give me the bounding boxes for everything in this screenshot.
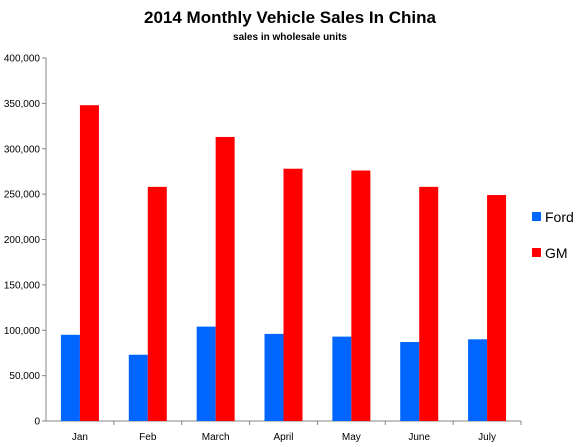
y-tick-label: 150,000	[4, 280, 41, 291]
x-tick-label: July	[478, 432, 496, 443]
chart-title: 2014 Monthly Vehicle Sales In China	[144, 8, 436, 27]
legend-swatch	[532, 248, 541, 257]
x-tick-label: May	[342, 432, 361, 443]
y-tick-label: 400,000	[4, 54, 41, 65]
bar-gm	[351, 170, 371, 421]
bar-gm	[419, 186, 439, 421]
bar-gm	[79, 105, 99, 421]
y-tick-label: 100,000	[4, 326, 41, 337]
x-tick-label: Jan	[72, 432, 88, 443]
bar-ford	[60, 334, 80, 421]
bar-ford	[264, 333, 284, 421]
bar-gm	[283, 168, 303, 421]
bar-ford	[332, 336, 352, 421]
legend-label: Ford	[545, 209, 574, 225]
legend: Ford GM	[532, 209, 574, 261]
y-tick-label: 0	[34, 417, 40, 428]
y-axis: 0 50,000 100,000 150,000 200,000 250,000 300,0…	[4, 54, 47, 428]
y-tick-label: 200,000	[4, 235, 41, 246]
x-tick-label: Feb	[139, 432, 157, 443]
bar-ford	[468, 339, 488, 421]
y-tick-label: 250,000	[4, 190, 41, 201]
x-tick-label: April	[273, 432, 293, 443]
y-tick-label: 350,000	[4, 99, 41, 110]
bars	[60, 105, 507, 421]
bar-gm	[215, 136, 235, 421]
y-tick-label: 300,000	[4, 144, 41, 155]
bar-gm	[147, 186, 167, 421]
chart-subtitle: sales in wholesale units	[233, 32, 347, 43]
bar-ford	[128, 354, 148, 421]
legend-swatch	[532, 212, 541, 221]
bar-gm	[487, 195, 507, 421]
bar-ford	[196, 326, 216, 421]
y-tick-label: 50,000	[9, 371, 40, 382]
legend-label: GM	[545, 245, 568, 261]
x-axis: Jan Feb March April May June July	[46, 420, 522, 443]
x-tick-label: March	[202, 432, 230, 443]
x-tick-label: June	[408, 432, 430, 443]
bar-ford	[400, 342, 420, 421]
